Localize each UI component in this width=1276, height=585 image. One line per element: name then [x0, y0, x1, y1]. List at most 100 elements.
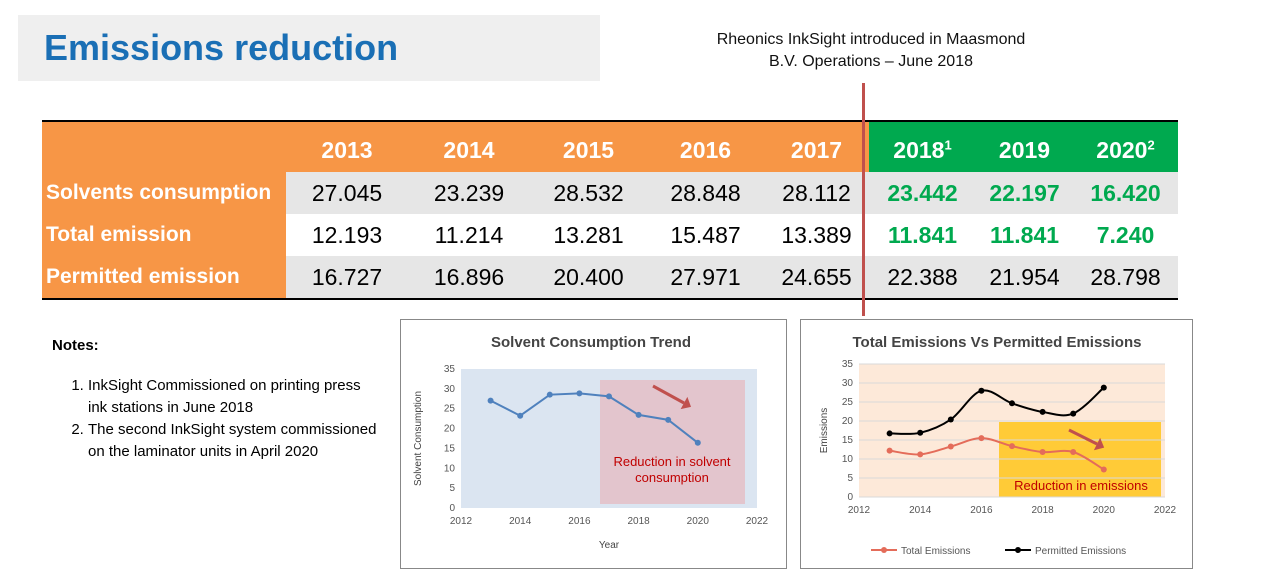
y-tick-label: 20 [842, 416, 854, 427]
table-cell: 11.841 [976, 214, 1073, 256]
solvent-chart-frame: Solvent Consumption Trend 0 5 10 15 20 25 30 35… [400, 319, 787, 569]
trend-arrow [1068, 428, 1105, 451]
y-tick-label: 25 [444, 404, 456, 415]
intro-note-line1: Rheonics InkSight introduced in Maasmond [716, 31, 1026, 48]
x-tick-label: 2018 [1031, 505, 1054, 516]
table-cell: 11.841 [869, 214, 976, 256]
intro-note: Rheonics InkSight introduced in Maasmond… [690, 29, 1052, 73]
x-tick-label: 2020 [1093, 505, 1116, 516]
data-point [606, 393, 612, 400]
series-line [490, 392, 699, 444]
legend-label: Total Emissions [901, 546, 970, 557]
y-tick-label: 15 [444, 443, 456, 454]
table-cell: 24.655 [764, 256, 869, 300]
table-cell: 16.896 [408, 256, 530, 300]
table-row: Permitted emission 16.727 16.896 20.400 … [42, 256, 1178, 300]
y-axis-label: Emissions [819, 408, 830, 454]
row-label: Total emission [42, 214, 286, 256]
table-row: Total emission 12.193 11.214 13.281 15.4… [42, 214, 1178, 256]
data-point [1009, 400, 1015, 407]
data-point [517, 412, 524, 419]
data-point [1070, 449, 1077, 456]
title-banner: Emissions reduction [18, 15, 600, 81]
table-header-blank [42, 121, 286, 172]
data-point [978, 387, 985, 394]
row-label: Permitted emission [42, 256, 286, 300]
data-point [1039, 408, 1046, 415]
data-point [947, 443, 954, 450]
data-point [1009, 443, 1015, 450]
data-point [1039, 449, 1046, 456]
table-cell: 22.197 [976, 172, 1073, 214]
data-point [665, 416, 672, 423]
solvent-consumption-chart: Solvent Consumption Trend 0 5 10 15 20 25 30 35… [413, 334, 769, 551]
legend-label: Permitted Emissions [1035, 546, 1126, 557]
table-cell: 28.112 [764, 172, 869, 214]
year-header-2017: 2017 [764, 121, 869, 172]
x-tick-label: 2018 [627, 516, 650, 527]
x-tick-label: 2016 [568, 516, 591, 527]
x-tick-label: 2014 [509, 516, 532, 527]
table-cell: 28.532 [530, 172, 647, 214]
table-cell: 11.214 [408, 214, 530, 256]
emissions-chart: Total Emissions Vs Permitted Emissions 0… [819, 334, 1177, 557]
emissions-chart-frame: Total Emissions Vs Permitted Emissions 0… [800, 319, 1193, 569]
table-cell: 21.954 [976, 256, 1073, 300]
legend-marker [881, 547, 887, 553]
data-point [917, 451, 924, 458]
data-point [546, 391, 553, 398]
notes-panel: Notes: InkSight Commissioned on printing… [52, 335, 382, 463]
table-header-row: 2013 2014 2015 2016 2017 20181 2019 2020… [42, 121, 1178, 172]
chart-title: Total Emissions Vs Permitted Emissions [853, 334, 1142, 351]
y-tick-label: 25 [842, 397, 854, 408]
year-header-2016: 2016 [647, 121, 764, 172]
data-point [917, 429, 924, 436]
table-cell: 28.848 [647, 172, 764, 214]
table-cell: 23.442 [869, 172, 976, 214]
reduction-annotation: Reduction in emissions [1014, 478, 1148, 493]
notes-list: InkSight Commissioned on printing press … [52, 375, 382, 463]
page-title: Emissions reduction [44, 27, 399, 68]
table-cell: 28.798 [1073, 256, 1178, 300]
y-tick-label: 10 [842, 454, 854, 465]
data-point [1070, 410, 1077, 417]
trend-arrow [652, 384, 692, 410]
table-cell: 15.487 [647, 214, 764, 256]
y-tick-label: 30 [444, 384, 456, 395]
y-tick-label: 15 [842, 435, 854, 446]
reduction-annotation: Reduction in solvent consumption [613, 454, 730, 485]
table-cell: 27.971 [647, 256, 764, 300]
year-header-2015: 2015 [530, 121, 647, 172]
year-header-2019: 2019 [976, 121, 1073, 172]
x-tick-label: 2012 [450, 516, 473, 527]
y-axis-label: Solvent Consumption [413, 391, 424, 486]
data-point [1100, 384, 1107, 391]
legend-marker [1015, 547, 1021, 553]
table-cell: 16.420 [1073, 172, 1178, 214]
data-point [947, 416, 954, 423]
table-cell: 20.400 [530, 256, 647, 300]
table-cell: 7.240 [1073, 214, 1178, 256]
table-cell: 23.239 [408, 172, 530, 214]
x-tick-label: 2012 [848, 505, 871, 516]
note-item: The second InkSight system commissioned … [88, 419, 382, 463]
introduction-divider-line [862, 83, 865, 316]
data-point [694, 439, 701, 446]
x-tick-label: 2014 [909, 505, 932, 516]
chart-title: Solvent Consumption Trend [491, 334, 691, 351]
chart-legend: Total Emissions Permitted Emissions [871, 546, 1126, 557]
table-cell: 13.281 [530, 214, 647, 256]
x-axis-label: Year [599, 540, 620, 551]
note-item: InkSight Commissioned on printing press … [88, 375, 382, 419]
table-cell: 13.389 [764, 214, 869, 256]
table-cell: 22.388 [869, 256, 976, 300]
y-tick-label: 30 [842, 378, 854, 389]
y-tick-label: 5 [847, 473, 853, 484]
data-point [886, 447, 893, 454]
data-point [487, 397, 494, 404]
year-header-2020: 20202 [1073, 121, 1178, 172]
notes-heading: Notes: [52, 337, 99, 354]
reduction-highlight [600, 380, 745, 504]
data-point [635, 411, 642, 418]
data-point [576, 390, 583, 397]
